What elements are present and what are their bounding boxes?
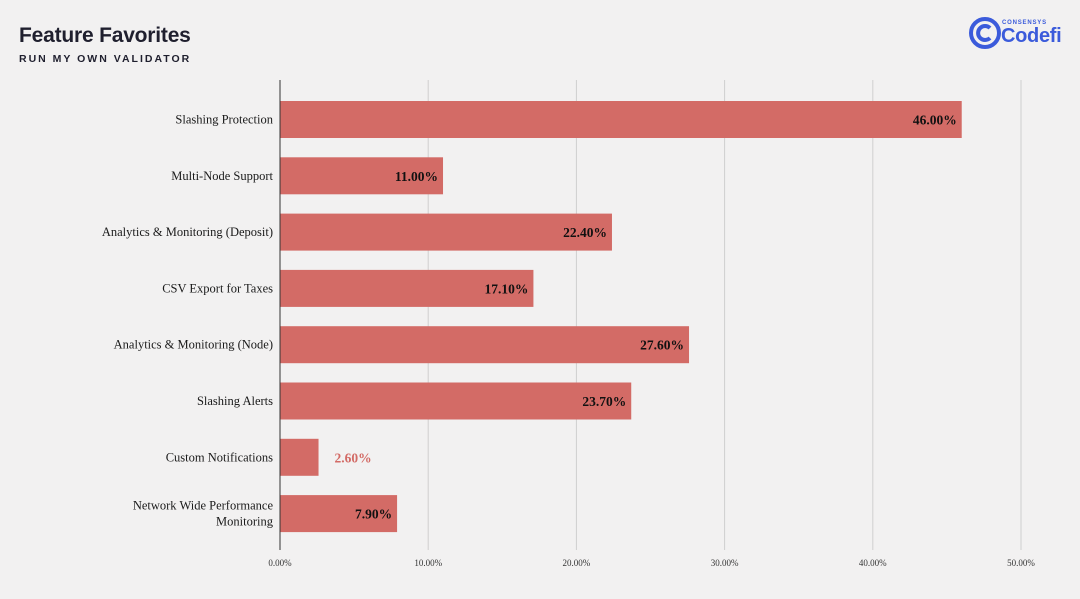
x-tick-label: 30.00% <box>711 558 739 568</box>
logo-small-text: CONSENSYS <box>1002 20 1047 26</box>
category-label: Network Wide Performance <box>133 499 274 513</box>
logo-wordmark: Codefi <box>1001 25 1062 47</box>
x-tick-label: 50.00% <box>1007 558 1035 568</box>
category-label: Slashing Alerts <box>197 394 273 408</box>
data-label: 46.00% <box>913 113 957 128</box>
category-label: Analytics & Monitoring (Node) <box>114 338 273 352</box>
chart-title: Feature Favorites <box>19 24 191 47</box>
bar <box>280 438 319 476</box>
category-label: Analytics & Monitoring (Deposit) <box>102 225 273 239</box>
chart-subtitle: RUN MY OWN VALIDATOR <box>19 53 192 65</box>
category-label: Slashing Protection <box>175 113 273 127</box>
data-label: 17.10% <box>485 281 529 296</box>
bar <box>280 326 690 364</box>
category-label: CSV Export for Taxes <box>162 281 273 295</box>
category-label: Custom Notifications <box>166 450 273 464</box>
bar <box>280 495 398 533</box>
data-label: 23.70% <box>582 394 626 409</box>
category-label: Multi-Node Support <box>171 169 273 183</box>
bar <box>280 382 632 420</box>
x-tick-label: 20.00% <box>563 558 591 568</box>
x-tick-label: 0.00% <box>268 558 292 568</box>
data-label: 27.60% <box>640 338 684 353</box>
bar <box>280 269 534 307</box>
category-label: Monitoring <box>216 515 274 529</box>
x-tick-label: 40.00% <box>859 558 887 568</box>
data-label: 2.60% <box>335 450 372 465</box>
bar <box>280 101 962 138</box>
codefi-logo: CONSENSYS Codefi <box>969 17 1069 49</box>
bar <box>280 213 612 251</box>
data-label: 22.40% <box>563 225 607 240</box>
data-label: 7.90% <box>355 507 392 522</box>
data-label: 11.00% <box>395 169 438 184</box>
x-tick-label: 10.00% <box>414 558 442 568</box>
codefi-logo-icon <box>969 17 1001 49</box>
bar <box>280 157 444 195</box>
